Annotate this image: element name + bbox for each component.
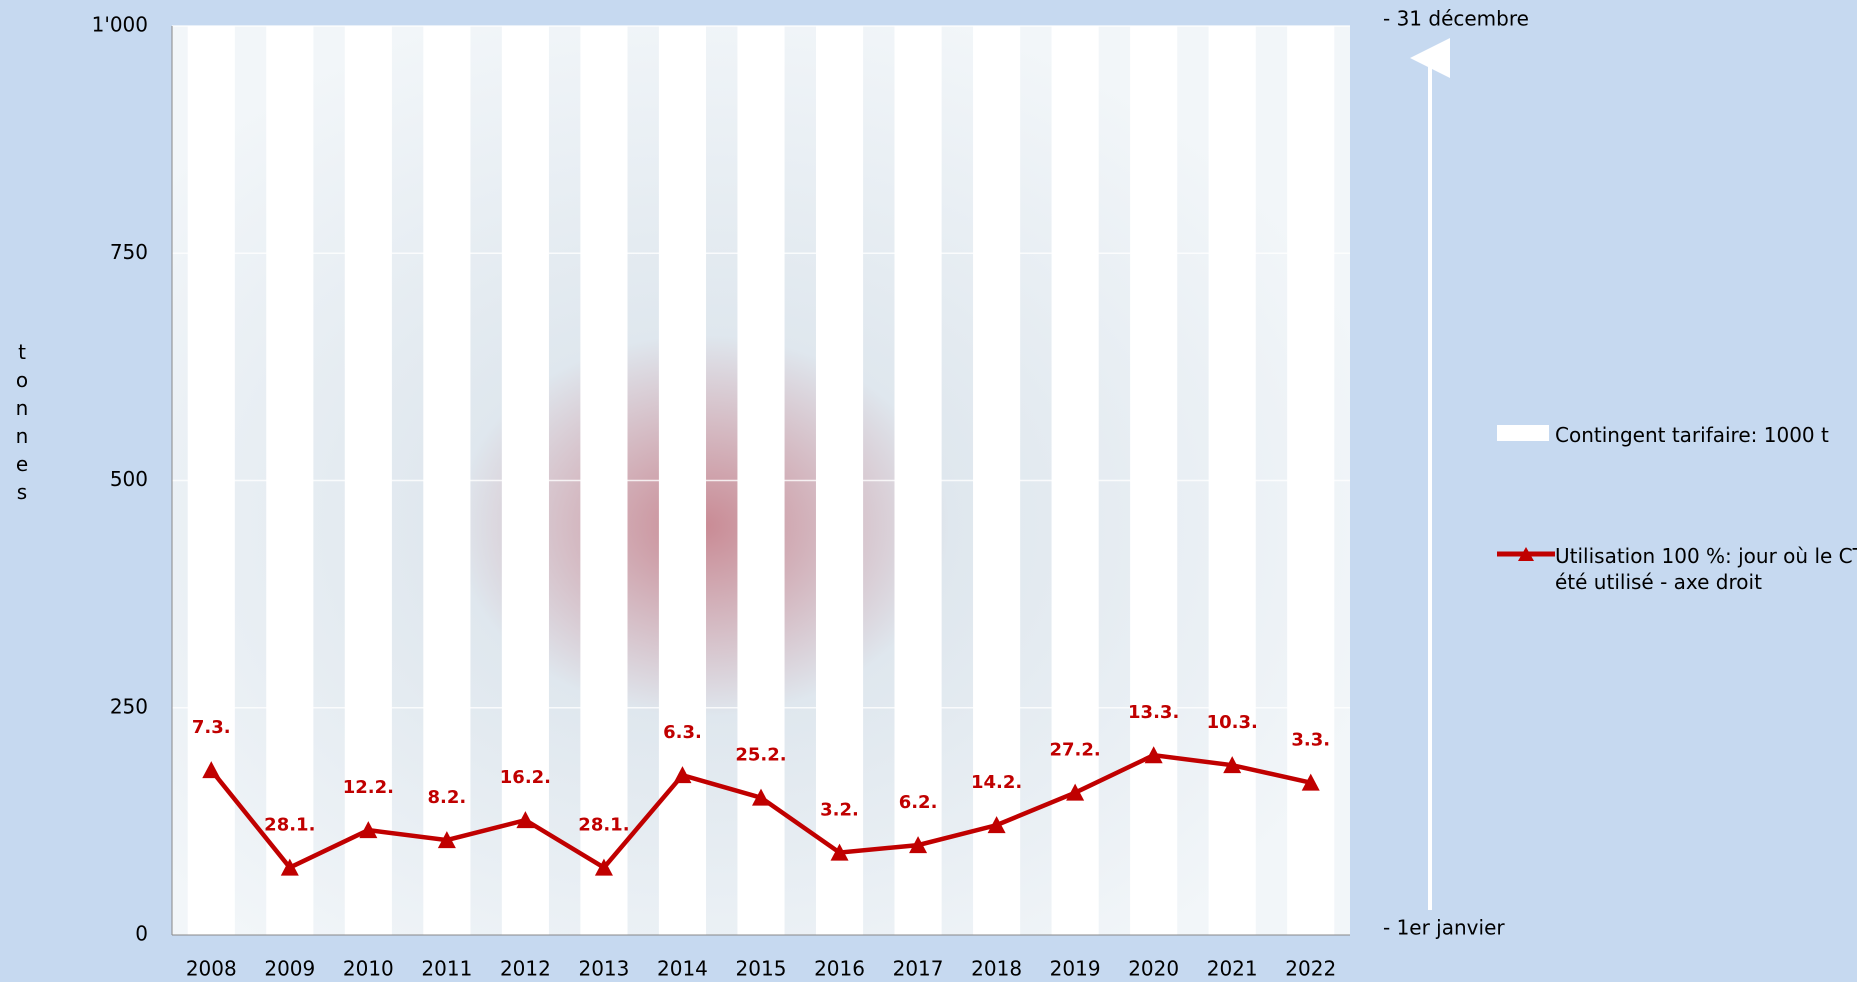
data-label: 13.3. xyxy=(1128,702,1179,723)
marker xyxy=(359,821,378,839)
y-tick-label: 500 xyxy=(110,467,148,491)
data-label: 14.2. xyxy=(971,772,1022,793)
legend-line: Utilisation 100 %: jour où le CT a été u… xyxy=(1497,543,1857,595)
x-tick-label: 2014 xyxy=(657,957,708,981)
y2-tick-label: - 1er janvier xyxy=(1383,916,1505,940)
x-tick-label: 2009 xyxy=(264,957,315,981)
marker xyxy=(1066,783,1085,801)
legend-label: Utilisation 100 %: jour où le CT a été u… xyxy=(1555,544,1857,594)
data-label: 7.3. xyxy=(192,717,231,738)
marker xyxy=(752,788,770,806)
x-tick-label: 2022 xyxy=(1285,957,1336,981)
y-tick-label: 750 xyxy=(110,240,148,264)
data-label: 6.3. xyxy=(663,722,702,743)
x-tick-label: 2019 xyxy=(1050,957,1101,981)
x-tick-label: 2012 xyxy=(500,957,551,981)
data-label: 6.2. xyxy=(899,792,938,813)
x-tick-label: 2010 xyxy=(343,957,394,981)
legend-label: Contingent tarifaire: 1000 t xyxy=(1555,423,1829,447)
data-label: 28.1. xyxy=(578,815,629,836)
data-label: 25.2. xyxy=(735,745,786,766)
data-label: 12.2. xyxy=(343,777,394,798)
x-tick-label: 2015 xyxy=(736,957,787,981)
marker xyxy=(516,811,535,829)
x-tick-label: 2018 xyxy=(971,957,1022,981)
marker xyxy=(987,816,1006,834)
marker xyxy=(1144,746,1163,764)
legend-bar: Contingent tarifaire: 1000 t xyxy=(1497,422,1857,448)
marker xyxy=(202,761,221,779)
marker xyxy=(1223,756,1242,774)
data-label: 28.1. xyxy=(264,815,315,836)
marker xyxy=(280,858,299,876)
marker xyxy=(437,831,456,849)
y-axis-label: tonnes xyxy=(10,340,34,508)
x-tick-label: 2016 xyxy=(814,957,865,981)
marker xyxy=(594,858,613,876)
data-label: 10.3. xyxy=(1207,712,1258,733)
x-tick-label: 2021 xyxy=(1207,957,1258,981)
legend-swatch xyxy=(1497,547,1555,561)
x-tick-label: 2011 xyxy=(421,957,472,981)
data-label: 16.2. xyxy=(500,767,551,788)
y-tick-label: 1'000 xyxy=(92,13,148,37)
x-tick-label: 2017 xyxy=(893,957,944,981)
y-tick-label: 250 xyxy=(110,694,148,718)
data-label: 3.3. xyxy=(1291,730,1330,751)
legend-swatch xyxy=(1497,425,1549,441)
y2-tick-label: - 31 décembre xyxy=(1383,7,1529,31)
x-tick-label: 2008 xyxy=(186,957,237,981)
marker xyxy=(1301,773,1320,791)
data-label: 8.2. xyxy=(427,787,466,808)
marker xyxy=(909,836,928,854)
marker xyxy=(673,766,692,784)
marker xyxy=(830,843,849,861)
y-tick-label: 0 xyxy=(135,922,148,946)
data-label: 27.2. xyxy=(1050,740,1101,761)
x-tick-label: 2020 xyxy=(1128,957,1179,981)
data-label: 3.2. xyxy=(820,800,859,821)
x-tick-label: 2013 xyxy=(578,957,629,981)
